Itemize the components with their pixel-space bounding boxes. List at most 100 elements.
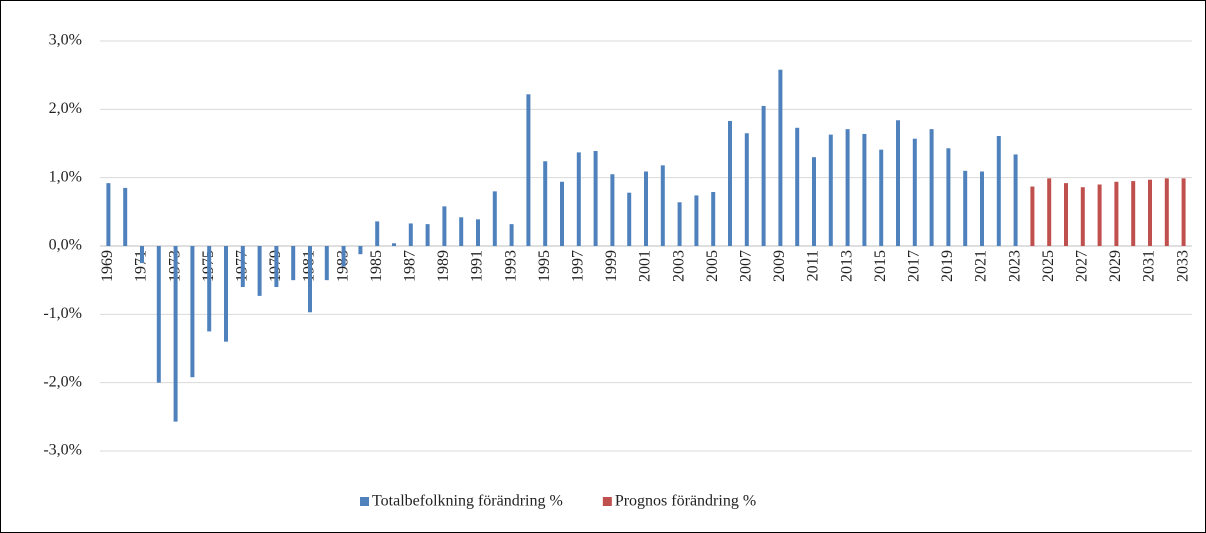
- bar: [1131, 181, 1136, 246]
- x-tick-label: 2027: [1073, 250, 1090, 282]
- bar: [240, 246, 245, 287]
- bar: [812, 157, 816, 246]
- bar: [442, 206, 447, 246]
- x-tick-label: 2029: [1107, 250, 1124, 282]
- bar: [1114, 181, 1119, 246]
- bar: [1097, 184, 1102, 246]
- bar: [274, 246, 279, 287]
- bar: [862, 133, 867, 246]
- y-tick-label: -3,0%: [43, 442, 82, 459]
- bar: [896, 120, 900, 246]
- x-tick-label: 2021: [973, 250, 990, 282]
- bar: [476, 219, 480, 246]
- x-tick-label: 2013: [838, 250, 855, 282]
- bar: [1064, 183, 1068, 246]
- bar: [879, 149, 884, 246]
- bar: [929, 129, 934, 246]
- bar: [543, 161, 548, 246]
- bar: [106, 183, 111, 246]
- y-tick-label: 2,0%: [49, 100, 82, 117]
- bar: [123, 187, 128, 246]
- x-tick-label: 2031: [1141, 250, 1158, 282]
- x-tick-label: 2007: [737, 250, 754, 282]
- x-tick-label: 1985: [368, 250, 385, 282]
- bar: [408, 223, 413, 246]
- x-tick-label: 1969: [99, 250, 116, 282]
- y-tick-label: 1,0%: [49, 168, 82, 185]
- bar: [576, 152, 581, 246]
- bar: [140, 246, 144, 264]
- bar: [677, 202, 682, 246]
- x-tick-label: 2009: [771, 250, 788, 282]
- x-tick-label: 2017: [905, 250, 922, 282]
- bar: [728, 120, 732, 246]
- bar: [526, 94, 531, 246]
- bar: [492, 191, 497, 246]
- x-tick-label: 2005: [704, 250, 721, 282]
- y-tick-label: -1,0%: [43, 305, 82, 322]
- bar: [828, 134, 833, 246]
- bar: [308, 246, 312, 313]
- bar: [341, 246, 346, 267]
- x-tick-label: 2025: [1040, 250, 1057, 282]
- bar: [1030, 186, 1035, 246]
- bar: [711, 192, 716, 246]
- bar: [1181, 178, 1186, 246]
- bar: [1080, 187, 1085, 246]
- bar: [694, 195, 699, 246]
- legend-swatch: [602, 497, 612, 506]
- legend-label: Totalbefolkning förändring %: [372, 493, 563, 510]
- bar: [744, 133, 749, 246]
- bar: [778, 69, 783, 246]
- bar: [1013, 154, 1018, 246]
- bar: [1148, 179, 1152, 246]
- x-tick-label: 2011: [805, 250, 822, 281]
- bar: [459, 217, 464, 246]
- x-tick-label: 1991: [469, 250, 486, 282]
- x-tick-label: 2019: [939, 250, 956, 282]
- bar: [1047, 178, 1052, 246]
- bar: [627, 192, 632, 246]
- bar: [593, 151, 598, 246]
- x-tick-label: 1999: [603, 250, 620, 282]
- x-tick-label: 1989: [435, 250, 452, 282]
- bar: [963, 170, 968, 246]
- bar: [610, 174, 615, 246]
- y-tick-label: 0,0%: [49, 237, 82, 254]
- bar: [358, 246, 363, 255]
- bar: [156, 246, 161, 383]
- x-tick-label: 1995: [536, 250, 553, 282]
- x-tick-label: 1971: [133, 250, 150, 282]
- y-tick-label: -2,0%: [43, 373, 82, 390]
- bar: [761, 105, 766, 247]
- bar: [1164, 178, 1169, 246]
- bar: [224, 246, 228, 342]
- bar: [375, 221, 380, 246]
- legend-swatch: [360, 497, 369, 506]
- bar: [560, 181, 564, 246]
- x-tick-label: 2033: [1174, 250, 1191, 282]
- bar: [795, 127, 800, 246]
- bar: [996, 135, 1001, 246]
- bar: [392, 243, 396, 246]
- bar: [912, 138, 917, 246]
- x-tick-label: 2001: [637, 250, 654, 282]
- bar: [257, 246, 262, 296]
- bar: [173, 246, 178, 422]
- x-tick-label: 1987: [401, 250, 418, 282]
- bar: [190, 246, 195, 378]
- y-tick-label: 3,0%: [49, 32, 82, 49]
- bar: [207, 246, 212, 332]
- legend-label: Prognos förändring %: [615, 493, 756, 510]
- bar: [980, 171, 984, 246]
- x-tick-label: 1993: [502, 250, 519, 282]
- x-tick-label: 2023: [1006, 250, 1023, 282]
- x-tick-label: 2003: [670, 250, 687, 282]
- bar: [509, 224, 514, 246]
- bar: [946, 148, 951, 246]
- bar: [324, 246, 329, 281]
- x-tick-label: 1997: [569, 250, 586, 282]
- bar: [660, 165, 665, 246]
